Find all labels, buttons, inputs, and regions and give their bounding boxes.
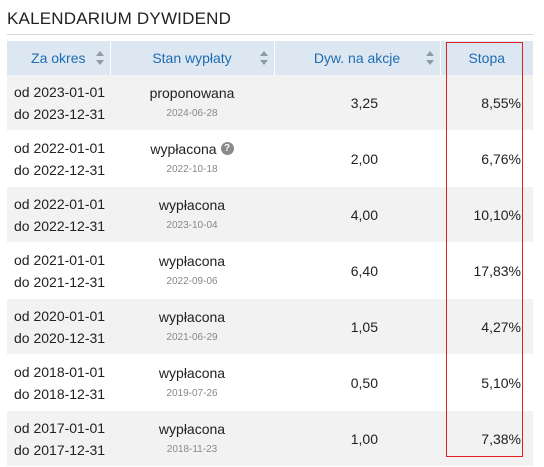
period-cell: od 2023-01-01 do 2023-12-31 [7, 75, 110, 131]
table-row: od 2020-01-01 do 2020-12-31 wypłacona 2021-… [7, 298, 533, 355]
period-cell: od 2021-01-01 do 2021-12-31 [7, 242, 110, 299]
dividend-cell: 1,05 [274, 298, 440, 355]
period-cell: od 2017-01-01 do 2017-12-31 [7, 410, 110, 467]
column-header-dividend-label: Dyw. na akcje [313, 50, 401, 66]
period-from: od 2017-01-01 [14, 419, 106, 436]
period-to: do 2018-12-31 [14, 385, 106, 402]
column-header-period-label: Za okres [31, 50, 86, 66]
status-label: wypłacona [158, 253, 226, 269]
period-from: od 2020-01-01 [14, 307, 106, 324]
sort-icon[interactable] [259, 51, 268, 65]
table-row: od 2022-01-01 do 2022-12-31 wypłacona 2023-… [7, 186, 533, 243]
column-header-period[interactable]: Za okres [7, 41, 111, 75]
status-cell: wypłacona 2019-07-26 [110, 354, 274, 411]
period-from: od 2021-01-01 [14, 251, 106, 268]
help-icon[interactable]: ? [220, 142, 234, 155]
table-header-row: Za okres Stan wypłaty Dyw. na akcje Stop… [7, 41, 533, 75]
table-row: od 2023-01-01 do 2023-12-31 proponowana 202… [7, 75, 533, 131]
status-date: 2022-09-06 [166, 276, 218, 287]
status-date: 2018-11-23 [166, 444, 218, 455]
column-header-rate-label: Stopa [468, 50, 506, 66]
period-from: od 2022-01-01 [14, 195, 106, 212]
status-date: 2024-06-28 [166, 108, 218, 119]
dividend-cell: 6,40 [274, 242, 440, 299]
status-label: wypłacona [158, 197, 226, 213]
status-cell: proponowana 2024-06-28 [110, 75, 274, 131]
table-row: od 2022-01-01 do 2022-12-31 wypłacona? 2022… [7, 130, 533, 187]
period-to: do 2023-12-31 [14, 105, 106, 122]
period-to: do 2022-12-31 [14, 217, 106, 234]
sort-icon[interactable] [95, 51, 104, 65]
status-date: 2023-10-04 [166, 220, 218, 231]
status-date: 2022-10-18 [166, 164, 218, 175]
status-label: proponowana [149, 85, 235, 101]
rate-cell: 8,55% [440, 75, 533, 131]
table-row: od 2018-01-01 do 2018-12-31 wypłacona 2019-… [7, 354, 533, 411]
status-cell: wypłacona 2022-09-06 [110, 242, 274, 299]
period-to: do 2017-12-31 [14, 441, 106, 458]
period-to: do 2021-12-31 [14, 273, 106, 290]
dividend-cell: 1,00 [274, 410, 440, 467]
status-cell: wypłacona 2023-10-04 [110, 186, 274, 243]
rate-cell: 10,10% [440, 186, 533, 243]
period-cell: od 2018-01-01 do 2018-12-31 [7, 354, 110, 411]
status-label: wypłacona [158, 421, 226, 437]
period-to: do 2022-12-31 [14, 161, 106, 178]
period-to: do 2020-12-31 [14, 329, 106, 346]
status-label: wypłacona [158, 309, 226, 325]
period-from: od 2023-01-01 [14, 83, 106, 100]
status-label: wypłacona [150, 141, 217, 157]
title-divider [7, 34, 533, 35]
rate-cell: 5,10% [440, 354, 533, 411]
dividend-table: Za okres Stan wypłaty Dyw. na akcje Stop… [7, 41, 533, 467]
dividend-cell: 4,00 [274, 186, 440, 243]
table-row: od 2017-01-01 do 2017-12-31 wypłacona 2018-… [7, 410, 533, 467]
dividend-cell: 0,50 [274, 354, 440, 411]
period-cell: od 2020-01-01 do 2020-12-31 [7, 298, 110, 355]
column-header-status[interactable]: Stan wypłaty [110, 41, 275, 75]
dividend-cell: 2,00 [274, 130, 440, 187]
period-from: od 2018-01-01 [14, 363, 106, 380]
status-date: 2019-07-26 [166, 388, 218, 399]
status-label: wypłacona [158, 365, 226, 381]
page-title: KALENDARIUM DYWIDEND [7, 9, 232, 28]
rate-cell: 17,83% [440, 242, 533, 299]
column-header-status-label: Stan wypłaty [152, 50, 232, 66]
rate-cell: 7,38% [440, 410, 533, 467]
period-cell: od 2022-01-01 do 2022-12-31 [7, 186, 110, 243]
status-date: 2021-06-29 [166, 332, 218, 343]
column-header-dividend[interactable]: Dyw. na akcje [274, 41, 441, 75]
period-from: od 2022-01-01 [14, 139, 106, 156]
status-cell: wypłacona 2021-06-29 [110, 298, 274, 355]
dividend-cell: 3,25 [274, 75, 440, 131]
sort-icon[interactable] [425, 51, 434, 65]
status-cell: wypłacona 2018-11-23 [110, 410, 274, 467]
status-cell: wypłacona? 2022-10-18 [110, 130, 274, 187]
rate-cell: 4,27% [440, 298, 533, 355]
table-row: od 2021-01-01 do 2021-12-31 wypłacona 2022-… [7, 242, 533, 299]
column-header-rate[interactable]: Stopa [440, 41, 533, 75]
period-cell: od 2022-01-01 do 2022-12-31 [7, 130, 110, 187]
rate-cell: 6,76% [440, 130, 533, 187]
